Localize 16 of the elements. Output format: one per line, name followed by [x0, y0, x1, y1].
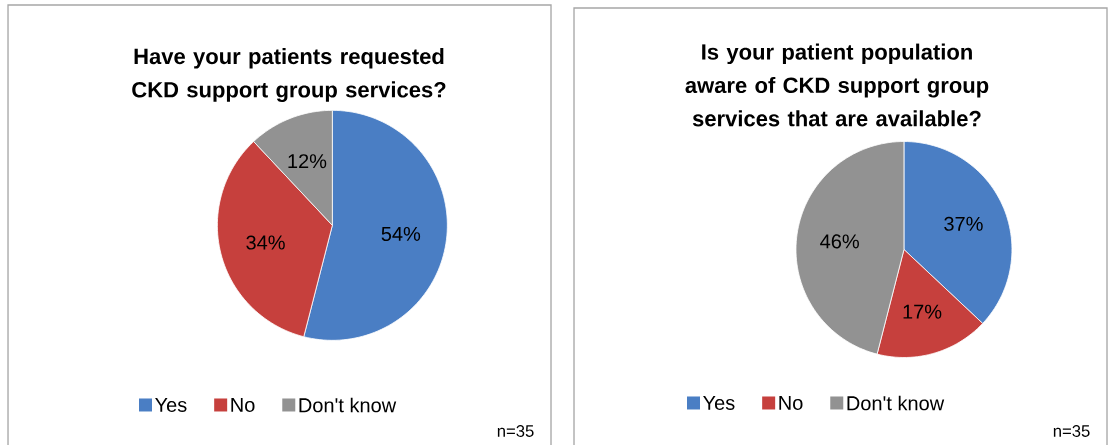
- data-label: 12%: [288, 154, 327, 169]
- legend-label: Yes: [155, 398, 187, 412]
- data-label: 46%: [820, 234, 859, 249]
- data-label: 37%: [944, 216, 983, 231]
- chart-title: Have your patients requested CKD support group services?: [132, 48, 446, 102]
- legend-label: No: [779, 396, 803, 410]
- data-label: 54%: [381, 226, 421, 242]
- text: n=35: [1053, 425, 1090, 437]
- data-label: 34%: [246, 235, 285, 250]
- legend-label: Yes: [703, 396, 735, 410]
- legend-label: No: [231, 398, 255, 412]
- legend-label: Don't know: [299, 397, 397, 413]
- text: n=35: [497, 425, 534, 437]
- data-label: 17%: [903, 304, 942, 319]
- legend-label: Don't know: [847, 395, 945, 411]
- chart-title: Is your patient population aware of CKD support group services that are available?: [685, 43, 989, 127]
